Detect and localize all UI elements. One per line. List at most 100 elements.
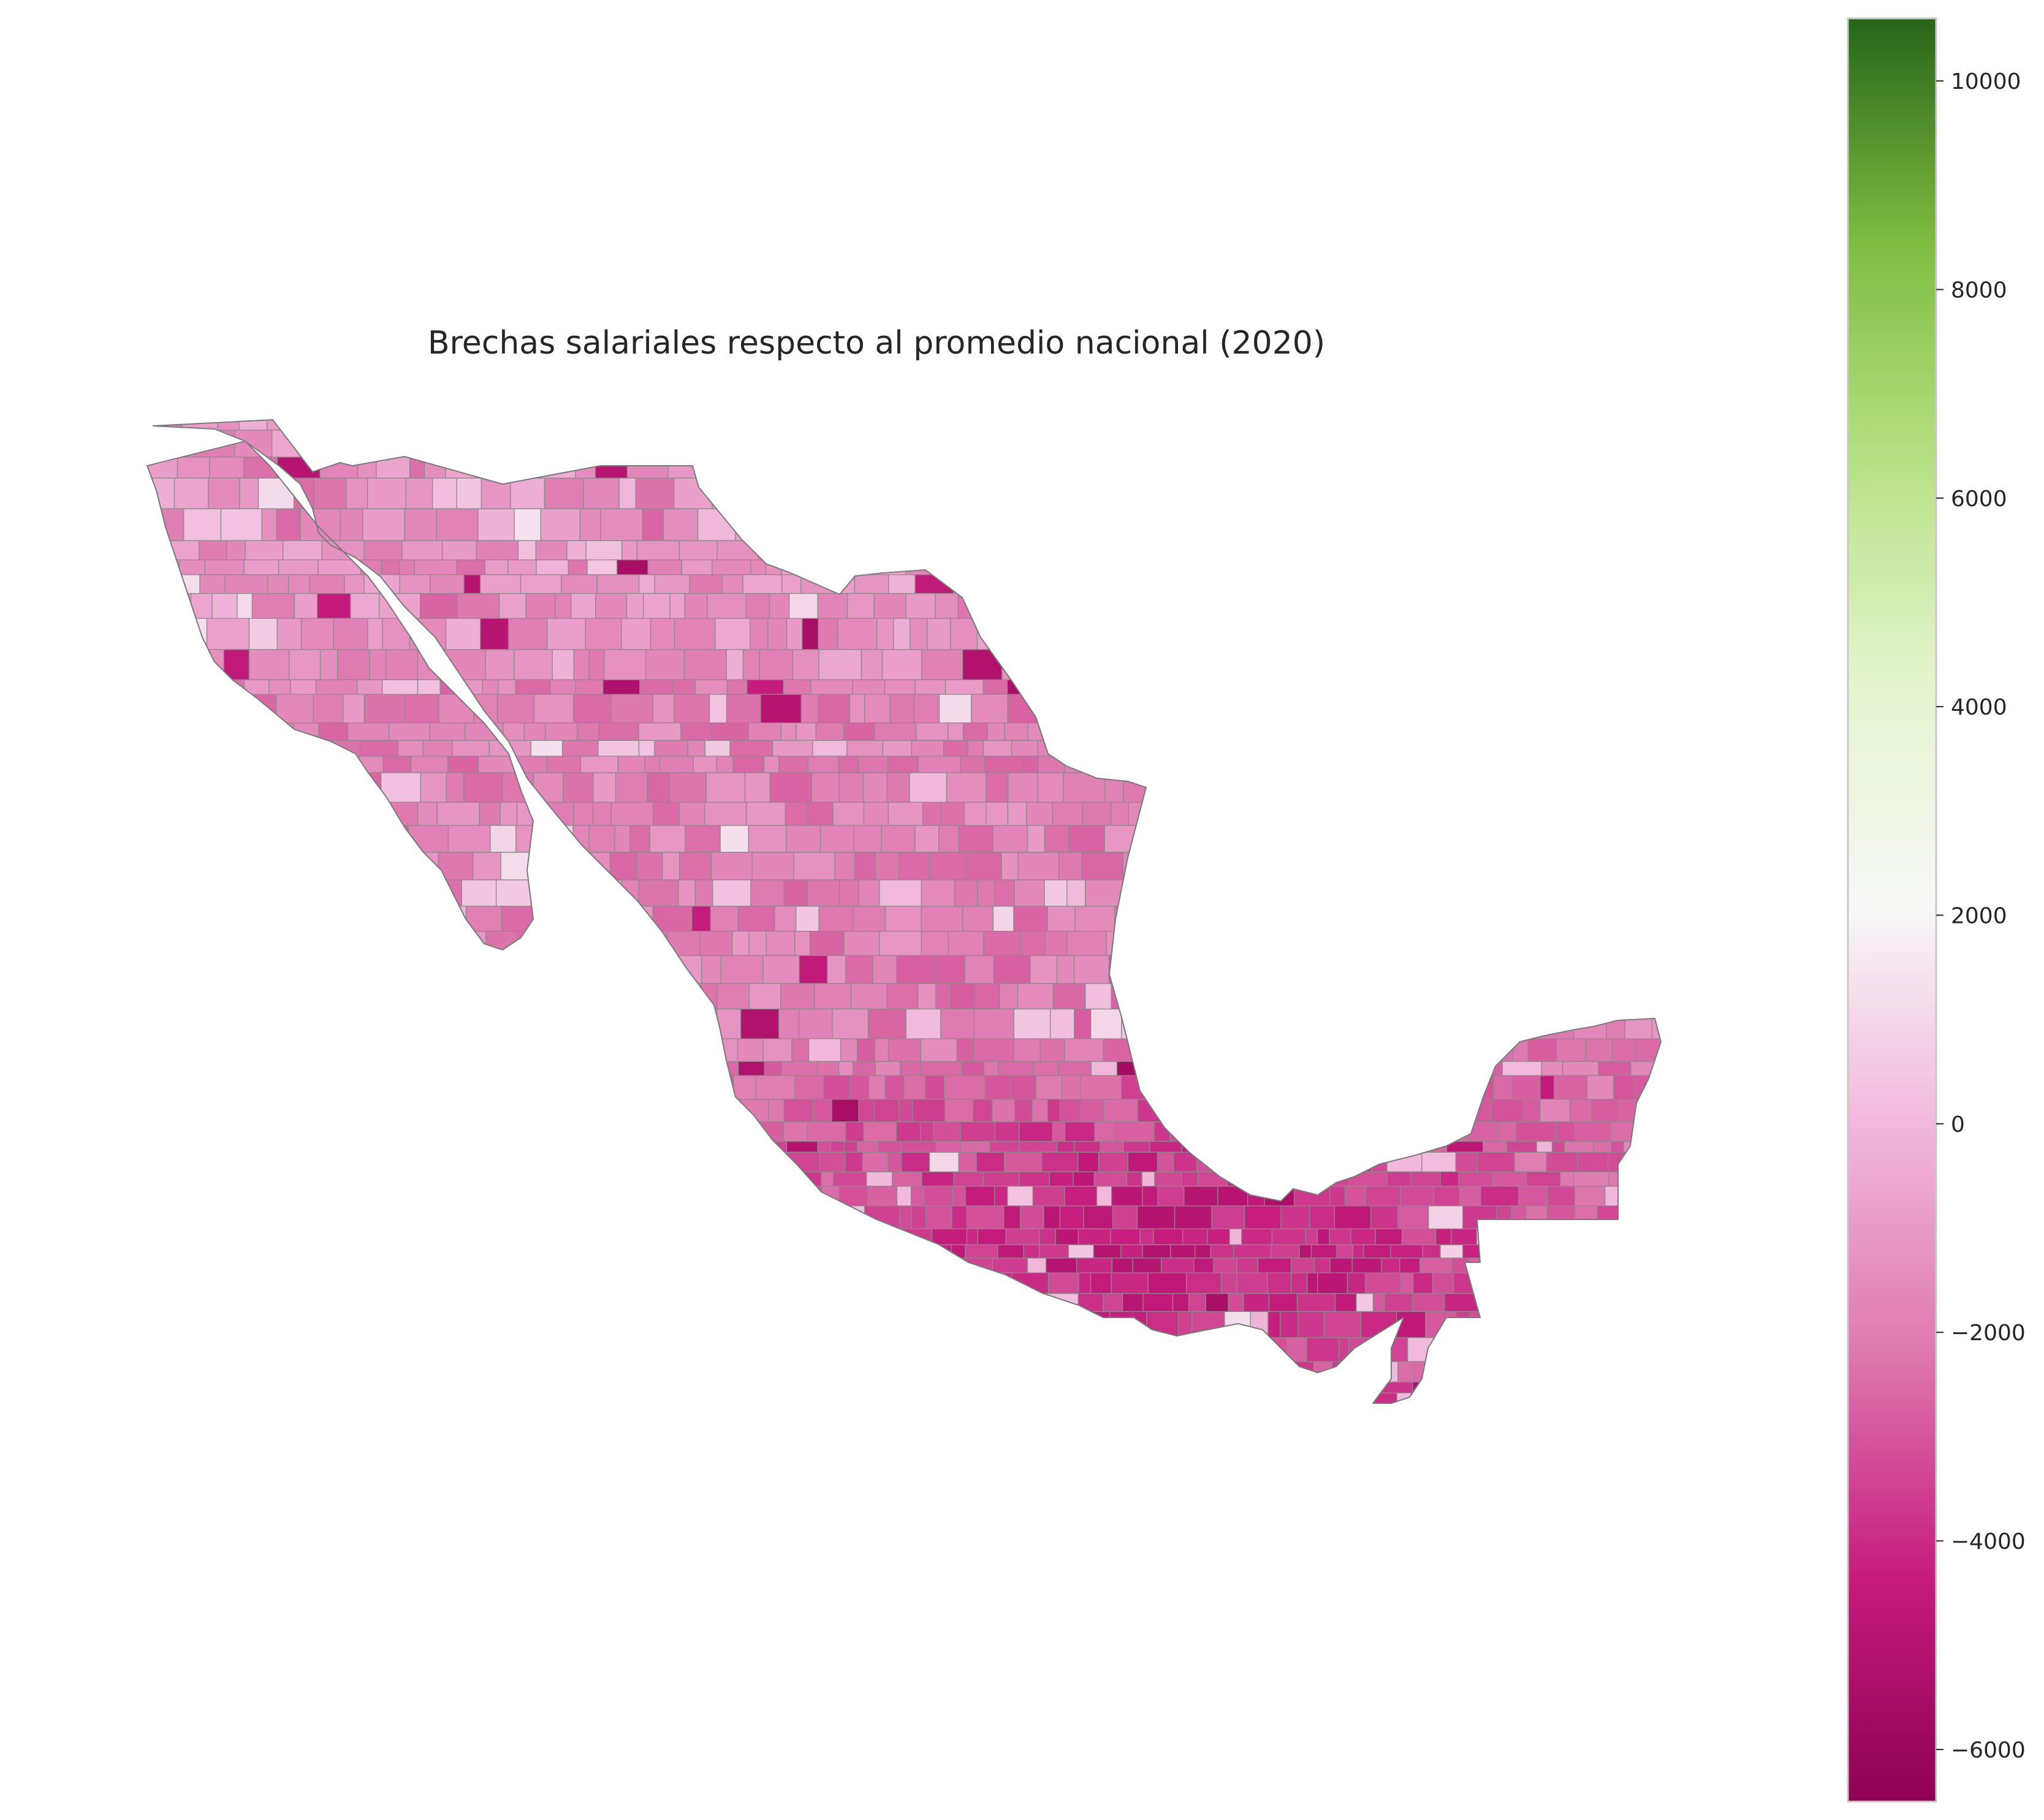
municipality-cell xyxy=(1413,1272,1433,1294)
municipality-cell xyxy=(563,772,594,803)
municipality-cell xyxy=(1068,1244,1094,1259)
municipality-cell xyxy=(397,740,424,757)
municipality-cell xyxy=(1513,1361,1535,1382)
municipality-cell xyxy=(785,802,808,826)
municipality-cell xyxy=(617,756,645,773)
municipality-cell xyxy=(965,852,1002,881)
municipality-cell xyxy=(276,1008,313,1039)
municipality-cell xyxy=(261,1038,278,1062)
municipality-cell xyxy=(936,1272,963,1294)
municipality-cell xyxy=(1502,1381,1533,1393)
municipality-cell xyxy=(215,879,253,907)
municipality-cell xyxy=(1221,1272,1237,1294)
municipality-cell xyxy=(1103,574,1123,594)
municipality-cell xyxy=(1106,618,1138,650)
municipality-cell xyxy=(1010,559,1039,575)
municipality-cell xyxy=(873,1099,900,1123)
municipality-cell xyxy=(1104,825,1140,853)
municipality-cell xyxy=(588,649,605,681)
municipality-cell xyxy=(922,802,942,826)
municipality-cell xyxy=(954,879,978,907)
municipality-cell xyxy=(678,802,705,826)
municipality-cell xyxy=(737,1392,773,1403)
municipality-cell xyxy=(1017,983,1054,1010)
municipality-cell xyxy=(239,477,259,509)
municipality-cell xyxy=(1486,1311,1507,1338)
municipality-cell xyxy=(662,852,680,881)
municipality-cell xyxy=(1351,618,1377,650)
municipality-cell xyxy=(1518,955,1540,984)
municipality-cell xyxy=(1355,756,1392,773)
municipality-cell xyxy=(1244,1205,1282,1230)
municipality-cell xyxy=(322,1392,360,1403)
municipality-cell xyxy=(1294,540,1329,561)
municipality-cell xyxy=(1294,955,1329,984)
municipality-cell xyxy=(1039,1361,1079,1382)
municipality-cell xyxy=(726,679,748,695)
municipality-cell xyxy=(711,420,747,431)
municipality-cell xyxy=(958,508,978,541)
municipality-cell xyxy=(224,756,267,773)
municipality-cell xyxy=(677,1244,692,1259)
municipality-cell xyxy=(1064,1038,1104,1062)
municipality-cell xyxy=(538,1272,556,1294)
municipality-cell xyxy=(1263,679,1297,695)
municipality-cell xyxy=(247,772,272,803)
municipality-cell xyxy=(1305,1228,1318,1245)
municipality-cell xyxy=(1108,955,1142,984)
municipality-cell xyxy=(204,559,245,575)
municipality-cell xyxy=(1310,618,1331,650)
municipality-cell xyxy=(577,722,599,741)
municipality-cell xyxy=(276,457,321,479)
municipality-cell xyxy=(921,879,956,907)
municipality-cell xyxy=(1473,559,1511,575)
municipality-cell xyxy=(285,879,311,907)
municipality-cell xyxy=(1180,1075,1199,1100)
municipality-cell xyxy=(338,1293,374,1313)
colorbar-tick-label: −4000 xyxy=(1951,1530,2026,1555)
municipality-cell xyxy=(857,1140,879,1153)
municipality-cell xyxy=(1646,740,1661,757)
municipality-cell xyxy=(1517,930,1549,957)
municipality-cell xyxy=(1443,955,1465,984)
municipality-cell xyxy=(685,825,721,853)
municipality-cell xyxy=(1077,593,1101,619)
municipality-cell xyxy=(1245,649,1264,681)
municipality-cell xyxy=(818,906,854,932)
municipality-cell xyxy=(253,1171,292,1187)
municipality-cell xyxy=(834,1272,873,1294)
municipality-cell xyxy=(1049,694,1082,724)
municipality-cell xyxy=(983,930,1021,957)
municipality-cell xyxy=(357,679,383,695)
municipality-cell xyxy=(289,1075,317,1100)
municipality-cell xyxy=(177,955,218,984)
municipality-cell xyxy=(178,1311,194,1338)
municipality-cell xyxy=(965,1244,998,1259)
municipality-cell xyxy=(1160,722,1193,741)
municipality-cell xyxy=(383,1392,398,1403)
municipality-cell xyxy=(1438,508,1467,541)
municipality-cell xyxy=(1253,559,1283,575)
municipality-cell xyxy=(790,1311,802,1338)
municipality-cell xyxy=(1364,1121,1378,1142)
municipality-cell xyxy=(750,879,785,907)
municipality-cell xyxy=(170,756,206,773)
municipality-cell xyxy=(1651,1408,1667,1426)
municipality-cell xyxy=(851,1257,872,1273)
municipality-cell xyxy=(806,1293,824,1313)
municipality-cell xyxy=(766,559,782,575)
municipality-cell xyxy=(1598,540,1638,561)
municipality-cell xyxy=(1428,1205,1464,1230)
municipality-cell xyxy=(767,1337,801,1362)
municipality-cell xyxy=(783,879,808,907)
municipality-cell xyxy=(1316,983,1359,1010)
municipality-cell xyxy=(543,1151,577,1173)
municipality-cell xyxy=(1217,1186,1248,1207)
municipality-cell xyxy=(1234,852,1272,881)
municipality-cell xyxy=(862,1151,889,1173)
municipality-cell xyxy=(1495,930,1518,957)
municipality-cell xyxy=(636,1186,672,1207)
municipality-cell xyxy=(989,430,1008,458)
municipality-cell xyxy=(1000,1408,1036,1426)
municipality-cell xyxy=(920,1038,957,1062)
